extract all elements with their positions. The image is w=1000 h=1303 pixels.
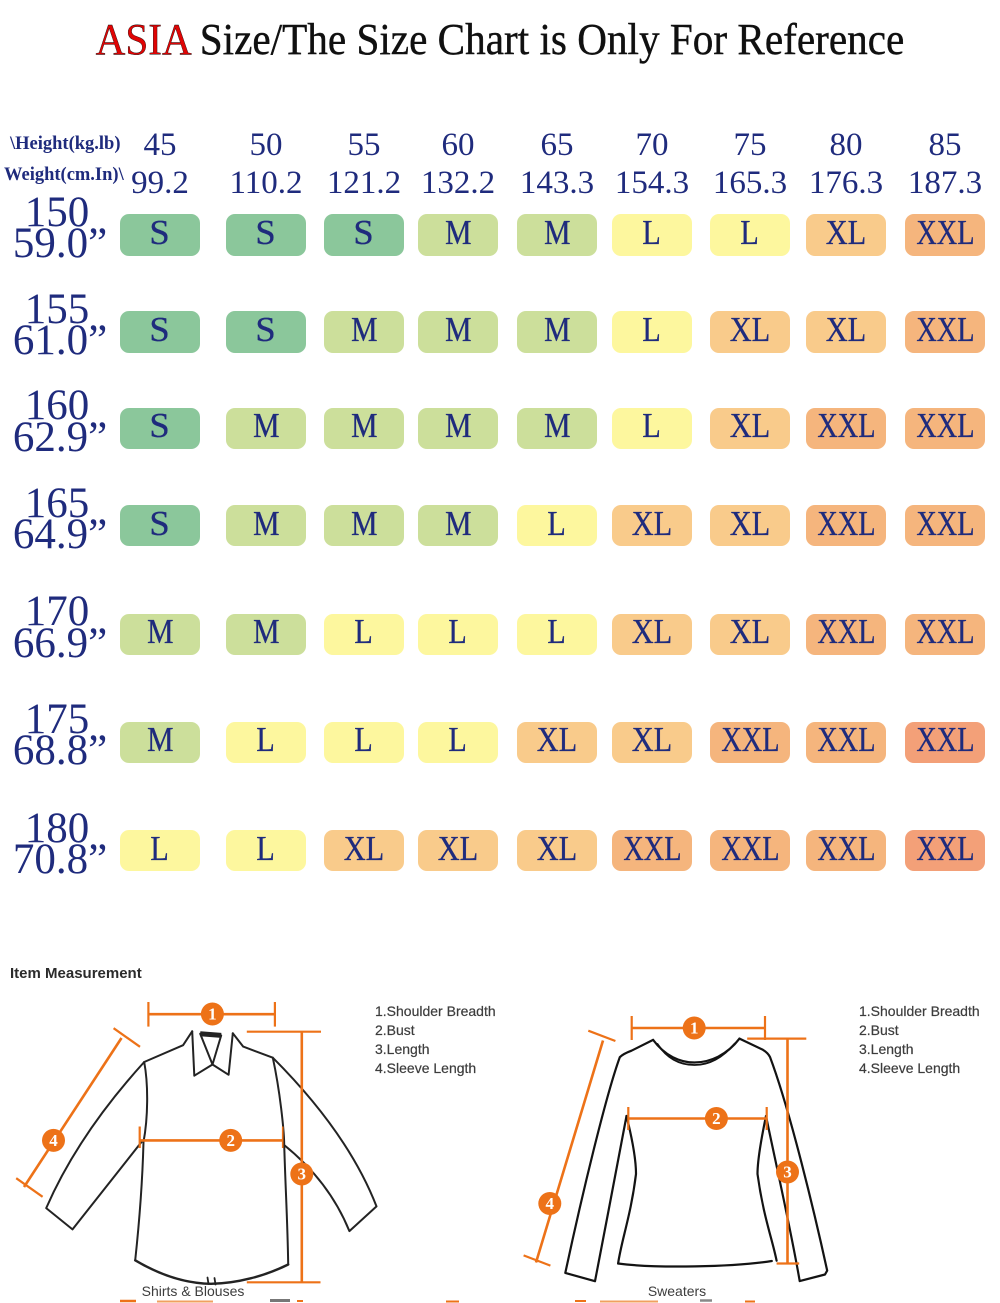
svg-text:3: 3 (298, 1165, 307, 1184)
svg-text:3: 3 (783, 1163, 792, 1182)
svg-text:2: 2 (712, 1109, 721, 1128)
svg-text:1: 1 (690, 1019, 699, 1038)
svg-text:4: 4 (546, 1194, 555, 1213)
svg-text:1: 1 (208, 1005, 217, 1024)
svg-text:2: 2 (226, 1131, 235, 1150)
svg-text:4: 4 (49, 1131, 58, 1150)
